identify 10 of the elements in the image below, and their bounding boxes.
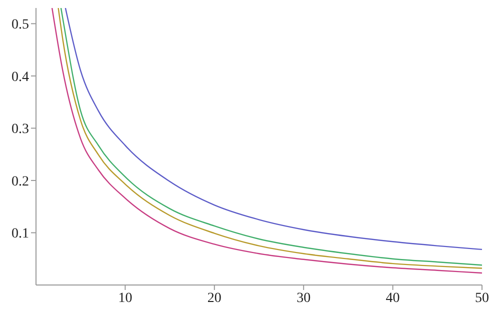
y-tick-label: 0.5 [12, 18, 29, 33]
x-tick-label: 20 [207, 290, 222, 306]
x-tick-label: 10 [118, 290, 132, 306]
y-tick-label: 0.4 [12, 70, 29, 85]
y-tick-label: 0.3 [12, 122, 29, 138]
y-tick-label: 0.2 [12, 174, 29, 190]
x-tick-label: 50 [475, 290, 489, 306]
x-tick-label: 30 [296, 290, 311, 306]
y-tick-label: 0.1 [12, 226, 29, 242]
x-tick-label: 40 [386, 290, 400, 306]
